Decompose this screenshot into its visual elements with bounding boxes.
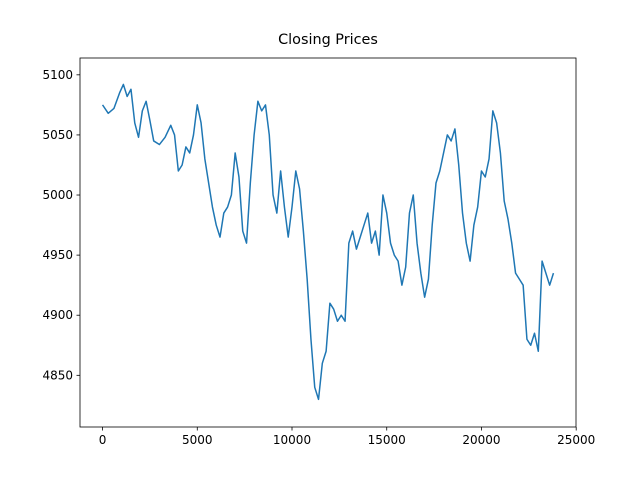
y-tick-label: 5000 [42,188,73,202]
y-tick-label: 4850 [42,368,73,382]
x-tick-label: 20000 [462,433,500,447]
x-tick-label: 0 [99,433,107,447]
y-tick-label: 5050 [42,128,73,142]
y-tick-label: 4950 [42,248,73,262]
y-tick-label: 4900 [42,308,73,322]
x-tick-label: 5000 [182,433,213,447]
y-tick-label: 5100 [42,68,73,82]
x-tick-label: 25000 [557,433,595,447]
x-tick-label: 10000 [273,433,311,447]
plot-frame [79,57,577,428]
chart-title: Closing Prices [278,32,378,48]
price-line [101,83,555,401]
x-tick-label: 15000 [368,433,406,447]
